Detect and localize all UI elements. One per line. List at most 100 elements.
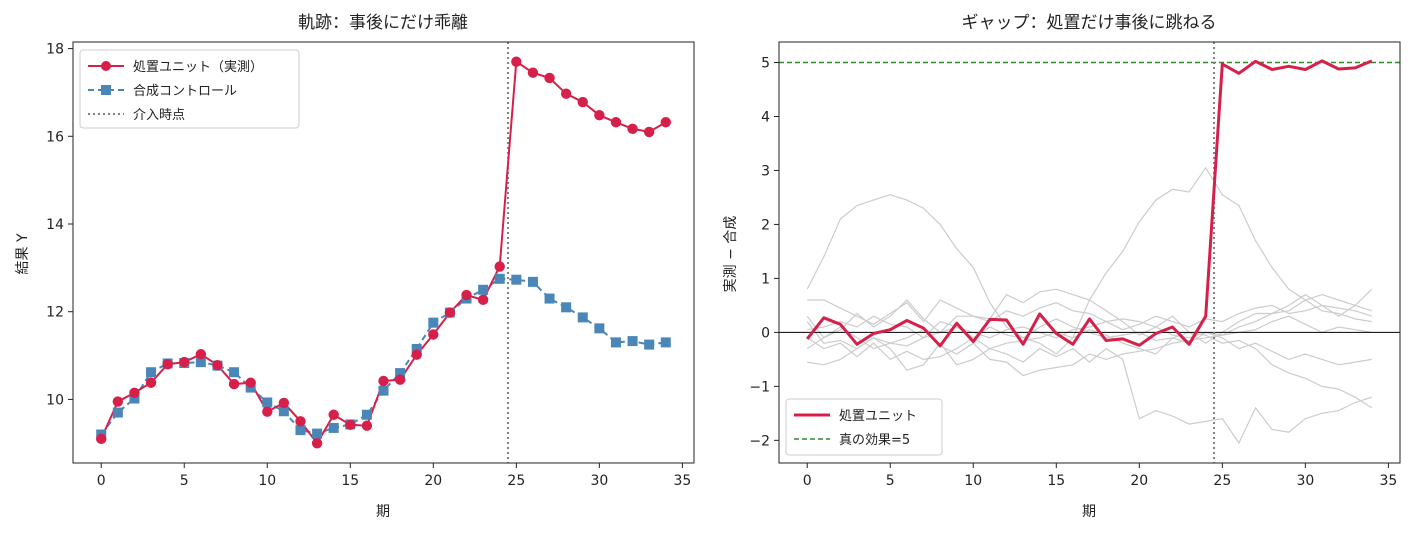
- treated-unit-point: [245, 377, 256, 388]
- treated-unit-point: [212, 360, 223, 371]
- placebo-line: [806, 288, 1372, 344]
- treated-unit-point: [162, 359, 173, 370]
- treated-unit-point: [228, 378, 240, 390]
- y-tick-label: 16: [46, 129, 64, 145]
- treated-unit-point: [527, 67, 539, 78]
- synthetic-control-point: [395, 368, 406, 379]
- treated-unit-point: [660, 117, 671, 128]
- x-tick-label: 15: [1047, 473, 1065, 489]
- treated-unit-point: [610, 117, 622, 128]
- x-tick-label: 25: [1213, 473, 1231, 489]
- y-tick-label: 2: [761, 217, 770, 233]
- synthetic-control-point: [561, 302, 572, 313]
- gap-x-axis-label: 期: [1082, 504, 1096, 520]
- synthetic-control-point: [112, 407, 123, 418]
- x-tick-label: 30: [590, 473, 608, 489]
- treated-unit-point: [494, 261, 505, 272]
- synthetic-control-point: [610, 337, 621, 348]
- treated-unit-point: [361, 420, 373, 431]
- synthetic-control-point: [644, 339, 655, 350]
- treated-unit-point: [96, 433, 107, 445]
- gap-chart-plot-area: [779, 42, 1400, 463]
- treated-unit-point: [394, 374, 406, 385]
- legend-label-gap-treated: 処置ユニット: [839, 409, 917, 424]
- y-tick-label: 0: [761, 325, 770, 341]
- synthetic-control-point: [295, 425, 306, 436]
- synthetic-control-point: [544, 293, 555, 304]
- treated-unit-point: [544, 72, 555, 84]
- trajectory-y-axis-label: 結果 Y: [15, 233, 31, 274]
- synthetic-control-point: [660, 337, 671, 348]
- placebo-line: [806, 315, 1372, 350]
- x-tick-label: 35: [1379, 473, 1397, 489]
- y-tick-label: 10: [46, 392, 64, 408]
- x-tick-label: 35: [673, 473, 691, 489]
- synthetic-control-point: [428, 317, 439, 328]
- synthetic-control-line: [100, 277, 666, 436]
- legend-label-treated: 処置ユニット（実測）: [133, 59, 263, 75]
- y-tick-label: 3: [761, 163, 770, 179]
- y-tick-label: 18: [46, 42, 64, 58]
- gap-placebo-lines: [806, 166, 1373, 445]
- x-tick-label: 25: [507, 473, 525, 489]
- synthetic-control-point: [494, 273, 505, 284]
- synthetic-control-point: [312, 428, 323, 439]
- treated-unit-point: [428, 329, 439, 340]
- axes-frame: [72, 41, 695, 464]
- treated-unit-point: [145, 377, 157, 388]
- synthetic-control-point: [478, 284, 489, 295]
- placebo-line: [806, 329, 1372, 366]
- legend-marker-synthetic: [101, 85, 111, 95]
- x-tick-label: 0: [97, 473, 106, 489]
- synthetic-control-point: [577, 312, 588, 323]
- x-tick-label: 15: [341, 473, 359, 489]
- trajectory-chart-plot-area: [96, 42, 671, 463]
- synthetic-control-point: [229, 367, 240, 378]
- y-tick-label: 12: [46, 305, 64, 321]
- axes-frame: [778, 41, 1401, 464]
- gap-y-axis-label: 実測 − 合成: [723, 216, 739, 293]
- treated-unit-point: [560, 88, 572, 99]
- gap-chart-title: ギャップ：処置だけ事後に跳ねる: [962, 13, 1217, 33]
- legend-label-true-effect: 真の効果=5: [839, 433, 910, 448]
- treated-unit-point: [278, 397, 290, 409]
- synthetic-control-point: [511, 274, 522, 285]
- treated-unit-point: [195, 349, 207, 360]
- treated-unit-point: [643, 126, 655, 138]
- gap-chart: ギャップ：処置だけ事後に跳ねる 0 5 10 15 20 25 30 35 −2 −1 0 1 2 3 4 5…: [723, 13, 1401, 520]
- treated-unit-point: [411, 349, 422, 360]
- treated-unit-point: [511, 56, 522, 67]
- y-tick-label: 14: [46, 217, 64, 233]
- gap-legend: 処置ユニット 真の効果=5: [785, 398, 943, 456]
- trajectory-x-axis-label: 期: [376, 504, 390, 520]
- treated-unit-point: [461, 289, 472, 301]
- placebo-line: [807, 337, 1372, 445]
- synthetic-control-point: [146, 367, 157, 378]
- synthetic-control-point: [328, 422, 339, 433]
- y-tick-label: 1: [761, 271, 770, 287]
- x-tick-label: 5: [886, 473, 895, 489]
- treated-unit-point: [477, 294, 489, 306]
- treated-unit-point: [345, 419, 356, 431]
- treated-unit-point: [328, 409, 339, 420]
- legend-marker-treated: [101, 61, 111, 71]
- x-tick-label: 20: [1130, 473, 1148, 489]
- x-tick-label: 0: [803, 473, 812, 489]
- synthetic-control-point: [262, 397, 273, 408]
- y-tick-label: 4: [761, 109, 770, 125]
- y-tick-label: 5: [761, 56, 770, 72]
- treated-unit-point: [129, 387, 140, 399]
- x-tick-label: 30: [1296, 473, 1314, 489]
- placebo-line: [806, 288, 1373, 377]
- x-tick-label: 5: [180, 473, 189, 489]
- synthetic-control-point: [378, 385, 389, 396]
- treated-unit-point: [378, 375, 389, 387]
- treated-unit-point: [112, 396, 124, 407]
- treated-unit-point: [179, 356, 190, 368]
- synthetic-control-point: [195, 357, 206, 368]
- synthetic-control-point: [411, 343, 422, 354]
- treated-unit-point: [311, 438, 323, 449]
- synthetic-control-point: [527, 276, 538, 287]
- legend-label-intervention: 介入時点: [133, 108, 185, 123]
